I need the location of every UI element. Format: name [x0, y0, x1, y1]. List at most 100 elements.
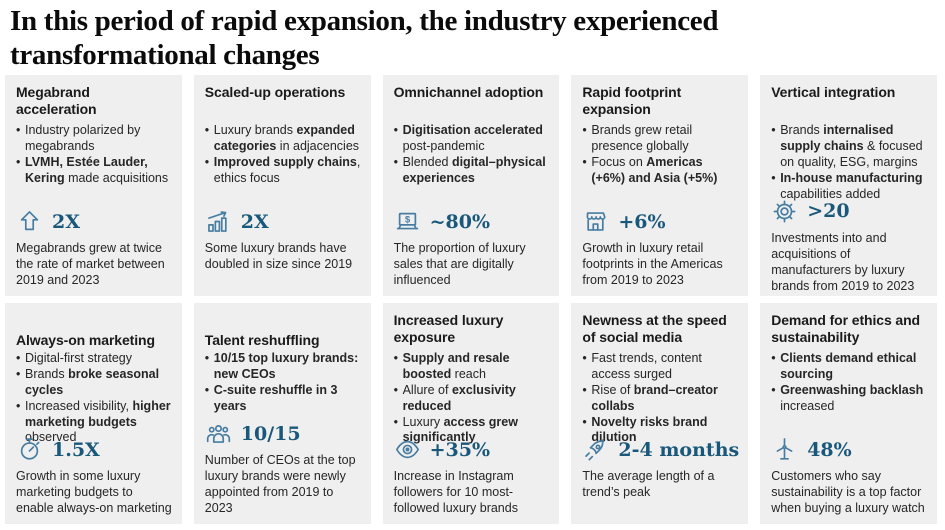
bullet-marker: • [771, 351, 776, 365]
bullet-text: Digitisation accelerated post-pandemic [402, 123, 543, 153]
card-caption: The average length of a trend’s peak [582, 469, 715, 499]
card-stat-row: 2-4 months [582, 436, 739, 463]
card-stat-row: 2X [16, 208, 173, 235]
bullet-text: Digital-first strategy [25, 351, 132, 365]
card-title: Vertical integration [771, 84, 896, 100]
bullet-item: • Digital-first strategy [16, 351, 173, 367]
card-caption: Investments into and acquisitions of man… [771, 230, 915, 293]
card-title: Increased luxury exposure [393, 312, 504, 346]
card-caption: Number of CEOs at the top luxury brands … [204, 453, 356, 515]
bullet-text: Brands internalised supply chains & focu… [780, 123, 923, 169]
card-bullets: • Luxury brands expanded categories in ad… [205, 123, 362, 205]
card-bullets: • Industry polarized by megabrands • LVMH, … [16, 123, 173, 205]
bullet-item: • Brands grew retail presence globally [582, 123, 739, 155]
card-caption: Growth in some luxury marketing budgets … [16, 469, 172, 515]
card-bullets: • Digital-first strategy • Brands broke sea… [16, 351, 173, 444]
card-omnichannel-adoption: Omnichannel adoption • Digitisation accel… [382, 75, 560, 296]
bullet-marker: • [393, 154, 398, 169]
bullet-marker: • [16, 123, 21, 137]
card-bullets: • 10/15 top luxury brands: new CEOs • C-sui… [205, 351, 362, 417]
card-newness-at-the-speed-of-social-media: Newness at the speed of social media • Fa… [571, 303, 749, 524]
card-title: Always-on marketing [16, 331, 155, 348]
bullet-text: Improved supply chains, ethics focus [213, 154, 361, 185]
bullet-item: • Allure of exclusivity reduced [394, 383, 551, 415]
bullet-text: LVMH, Estée Lauder, Kering made acquisit… [25, 154, 169, 185]
bullet-marker: • [204, 382, 210, 397]
card-stat-row: $ ~80% [394, 208, 551, 235]
card-bullets: • Clients demand ethical sourcing • Greenwa… [771, 351, 928, 433]
bullet-marker: • [582, 154, 587, 169]
bullet-text: Supply and resale boosted reach [402, 351, 510, 381]
card-caption: Customers who say sustainability is a to… [771, 469, 925, 515]
bullet-marker: • [393, 414, 398, 429]
bullet-item: • Industry polarized by megabrands [16, 123, 173, 155]
bullet-marker: • [582, 123, 587, 137]
bullet-text: In-house manufacturing capabilities adde… [780, 170, 923, 201]
bullet-text: Greenwashing backlash increased [780, 382, 924, 413]
card-title: Demand for ethics and sustainability [771, 312, 921, 346]
wind-turbine-icon [771, 436, 798, 463]
bar-chart-growth-icon [205, 208, 232, 235]
bullet-text: Brands broke seasonal cycles [25, 366, 160, 397]
eye-icon [394, 436, 421, 463]
stat-value: +35% [429, 438, 491, 461]
bullet-text: Focus on Americas (+6%) and Asia (+5%) [591, 154, 718, 185]
card-bullets: • Fast trends, content access surged • Rise… [582, 351, 739, 444]
bullet-item: • C-suite reshuffle in 3 years [205, 383, 362, 415]
bullet-item: • Rise of brand–creator collabs [582, 383, 739, 415]
bullet-marker: • [393, 382, 398, 397]
bullet-marker: • [16, 398, 21, 413]
bullet-text: Increased visibility, higher marketing b… [25, 398, 171, 445]
stat-value: 2-4 months [618, 438, 740, 461]
bullet-marker: • [771, 123, 776, 137]
card-stat-row: 2X [205, 208, 362, 235]
bullet-item: • Fast trends, content access surged [582, 351, 739, 383]
card-stat-row: +35% [394, 436, 551, 463]
card-stat-row: +6% [582, 208, 739, 235]
arrow-up-icon [16, 208, 43, 235]
card-caption: Growth in luxury retail footprints in th… [582, 241, 723, 287]
card-title: Scaled-up operations [204, 84, 346, 100]
bullet-text: Blended digital–physical experiences [402, 154, 546, 185]
bullet-item: • Focus on Americas (+6%) and Asia (+5%) [582, 155, 739, 187]
bullet-marker: • [771, 382, 776, 397]
people-group-icon [205, 420, 232, 447]
card-title: Talent reshuffling [204, 331, 320, 348]
bullet-marker: • [16, 366, 21, 381]
stat-value: 2X [240, 210, 269, 233]
bullet-item: • Improved supply chains, ethics focus [205, 155, 362, 187]
bullet-item: • Clients demand ethical sourcing [771, 351, 928, 383]
stat-value: 1.5X [52, 438, 100, 461]
bullet-text: Industry polarized by megabrands [25, 123, 141, 153]
card-stat-row: >20 [771, 198, 928, 225]
card-caption: Some luxury brands have doubled in size … [204, 241, 353, 271]
bullet-marker: • [393, 123, 398, 137]
card-bullets: • Brands grew retail presence globally • Fo… [582, 123, 739, 205]
bullet-marker: • [582, 382, 587, 397]
bullet-item: • In-house manufacturing capabilities add… [771, 171, 928, 203]
bullet-marker: • [582, 351, 587, 365]
stat-value: 10/15 [240, 422, 301, 445]
bullet-marker: • [16, 351, 21, 365]
bullet-item: • Brands internalised supply chains & foc… [771, 123, 928, 171]
bullet-text: Luxury access grew significantly [402, 414, 518, 445]
bullet-text: Luxury brands expanded categories in adj… [213, 123, 360, 153]
card-talent-reshuffling: Talent reshuffling • 10/15 top luxury bra… [193, 303, 371, 524]
bullet-marker: • [771, 170, 776, 185]
bullet-item: • Greenwashing backlash increased [771, 383, 928, 415]
bullet-text: Brands grew retail presence globally [591, 123, 693, 153]
bullet-marker: • [582, 414, 587, 429]
bullet-marker: • [16, 154, 21, 169]
card-vertical-integration: Vertical integration • Brands internalise… [760, 75, 937, 296]
bullet-marker: • [393, 351, 398, 365]
page-title: In this period of rapid expansion, the i… [10, 5, 719, 72]
stopwatch-icon [16, 436, 43, 463]
bullet-item: • Digitisation accelerated post-pandemic [394, 123, 551, 155]
bullet-item: • Brands broke seasonal cycles [16, 367, 173, 399]
bullet-marker: • [204, 123, 210, 137]
stat-value: >20 [807, 200, 850, 223]
bullet-text: Rise of brand–creator collabs [591, 382, 718, 413]
bullet-text: Fast trends, content access surged [591, 351, 702, 381]
cards-grid: Megabrand acceleration • Industry polariz… [5, 75, 937, 524]
laptop-dollar-icon: $ [394, 208, 421, 235]
